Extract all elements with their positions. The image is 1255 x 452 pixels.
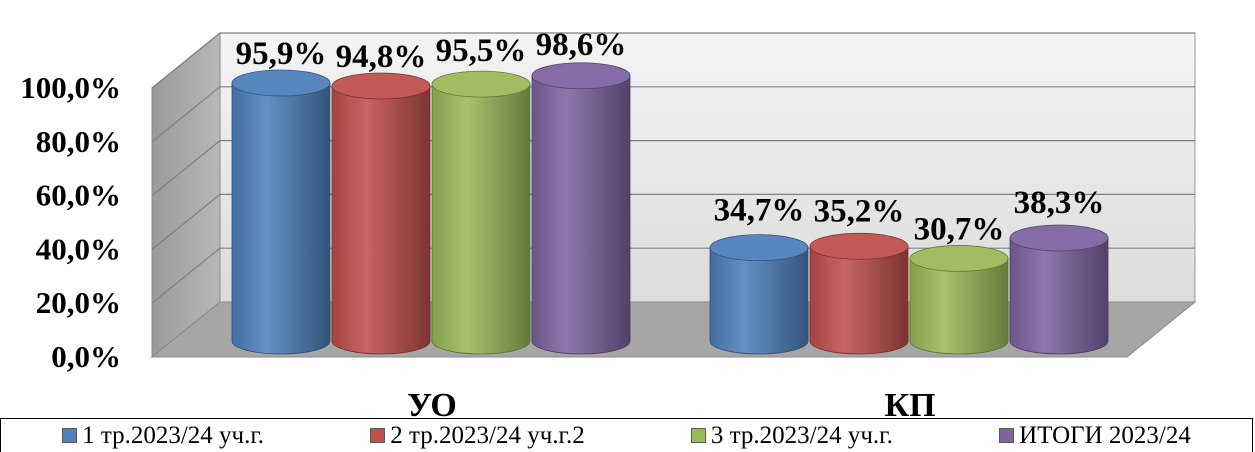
y-axis: 0,0% 20,0% 40,0% 60,0% 80,0% 100,0% [20,70,121,374]
legend-swatch-series-3 [690,428,706,443]
gridline-side [151,86,221,143]
bar-body [709,247,809,355]
legend: 1 тр.2023/24 уч.г. 2 тр.2023/24 уч.г.2 3… [0,418,1253,452]
side-wall [151,31,221,359]
legend-swatch-series-1 [62,428,78,443]
y-tick-label: 40,0% [36,231,121,266]
x-tick-label: УО [407,387,457,418]
bar-top [1009,224,1109,252]
gridline-side [151,140,221,197]
bar-body [809,245,909,355]
bar [331,72,431,355]
legend-label-series-4: ИТОГИ 2023/24 [1019,421,1191,449]
bar-body [231,82,331,355]
gridline-side [151,247,221,304]
y-tick-label: 100,0% [20,70,121,105]
data-label: 95,5% [436,33,527,69]
bar [709,234,809,355]
legend-swatch-series-4 [999,428,1015,443]
legend-label-series-3: 3 тр.2023/24 уч.г. [710,421,893,449]
legend-item-series-4: ИТОГИ 2023/24 [999,422,1191,450]
legend-label-series-2: 2 тр.2023/24 уч.г.2 [390,421,585,449]
data-label: 94,8% [336,39,427,75]
gridline-side [151,193,221,250]
x-tick-label: КП [884,387,935,418]
bar-body [1009,237,1109,355]
bar-body [531,75,631,355]
y-tick-label: 60,0% [36,178,121,213]
bar-top [709,234,809,262]
legend-item-series-2: 2 тр.2023/24 уч.г.2 [370,421,585,450]
data-label: 95,9% [236,36,327,72]
bar-top [231,69,331,97]
gridline-side [151,32,221,89]
x-axis: УО КП [407,387,935,418]
chart: 0,0% 20,0% 40,0% 60,0% 80,0% 100,0% 95,9% 94,8… [20,27,1197,418]
y-tick-label: 20,0% [36,285,121,320]
legend-item-series-3: 3 тр.2023/24 уч.г. [690,421,893,450]
bar-top [331,72,431,100]
bar [909,245,1009,355]
data-labels: 95,9% 94,8% 95,5% 98,6% 34,7% 35,2%30,7%38,3% [236,27,1105,248]
bar-top [531,62,631,90]
bars [231,62,1109,355]
legend-swatch-series-2 [370,428,386,443]
bar [531,62,631,355]
data-label: 98,6% [536,27,627,63]
data-label: 38,3% [1014,185,1105,221]
bar [231,69,331,355]
bar [809,232,909,355]
legend-label-series-1: 1 тр.2023/24 уч.г. [82,421,265,449]
bar-top [909,245,1009,272]
y-tick-label: 0,0% [51,339,121,374]
bar-body [331,85,431,355]
bar [1009,224,1109,355]
data-label: 30,7% [914,211,1005,247]
legend-item-series-1: 1 тр.2023/24 уч.г. [62,422,264,450]
data-label: 34,7% [714,193,805,229]
data-label: 35,2% [814,193,905,229]
bar-body [431,83,531,355]
bar-top [809,232,909,260]
bar-top [431,70,531,98]
bar-body [909,258,1009,355]
y-tick-label: 80,0% [36,124,121,159]
bar [431,70,531,355]
